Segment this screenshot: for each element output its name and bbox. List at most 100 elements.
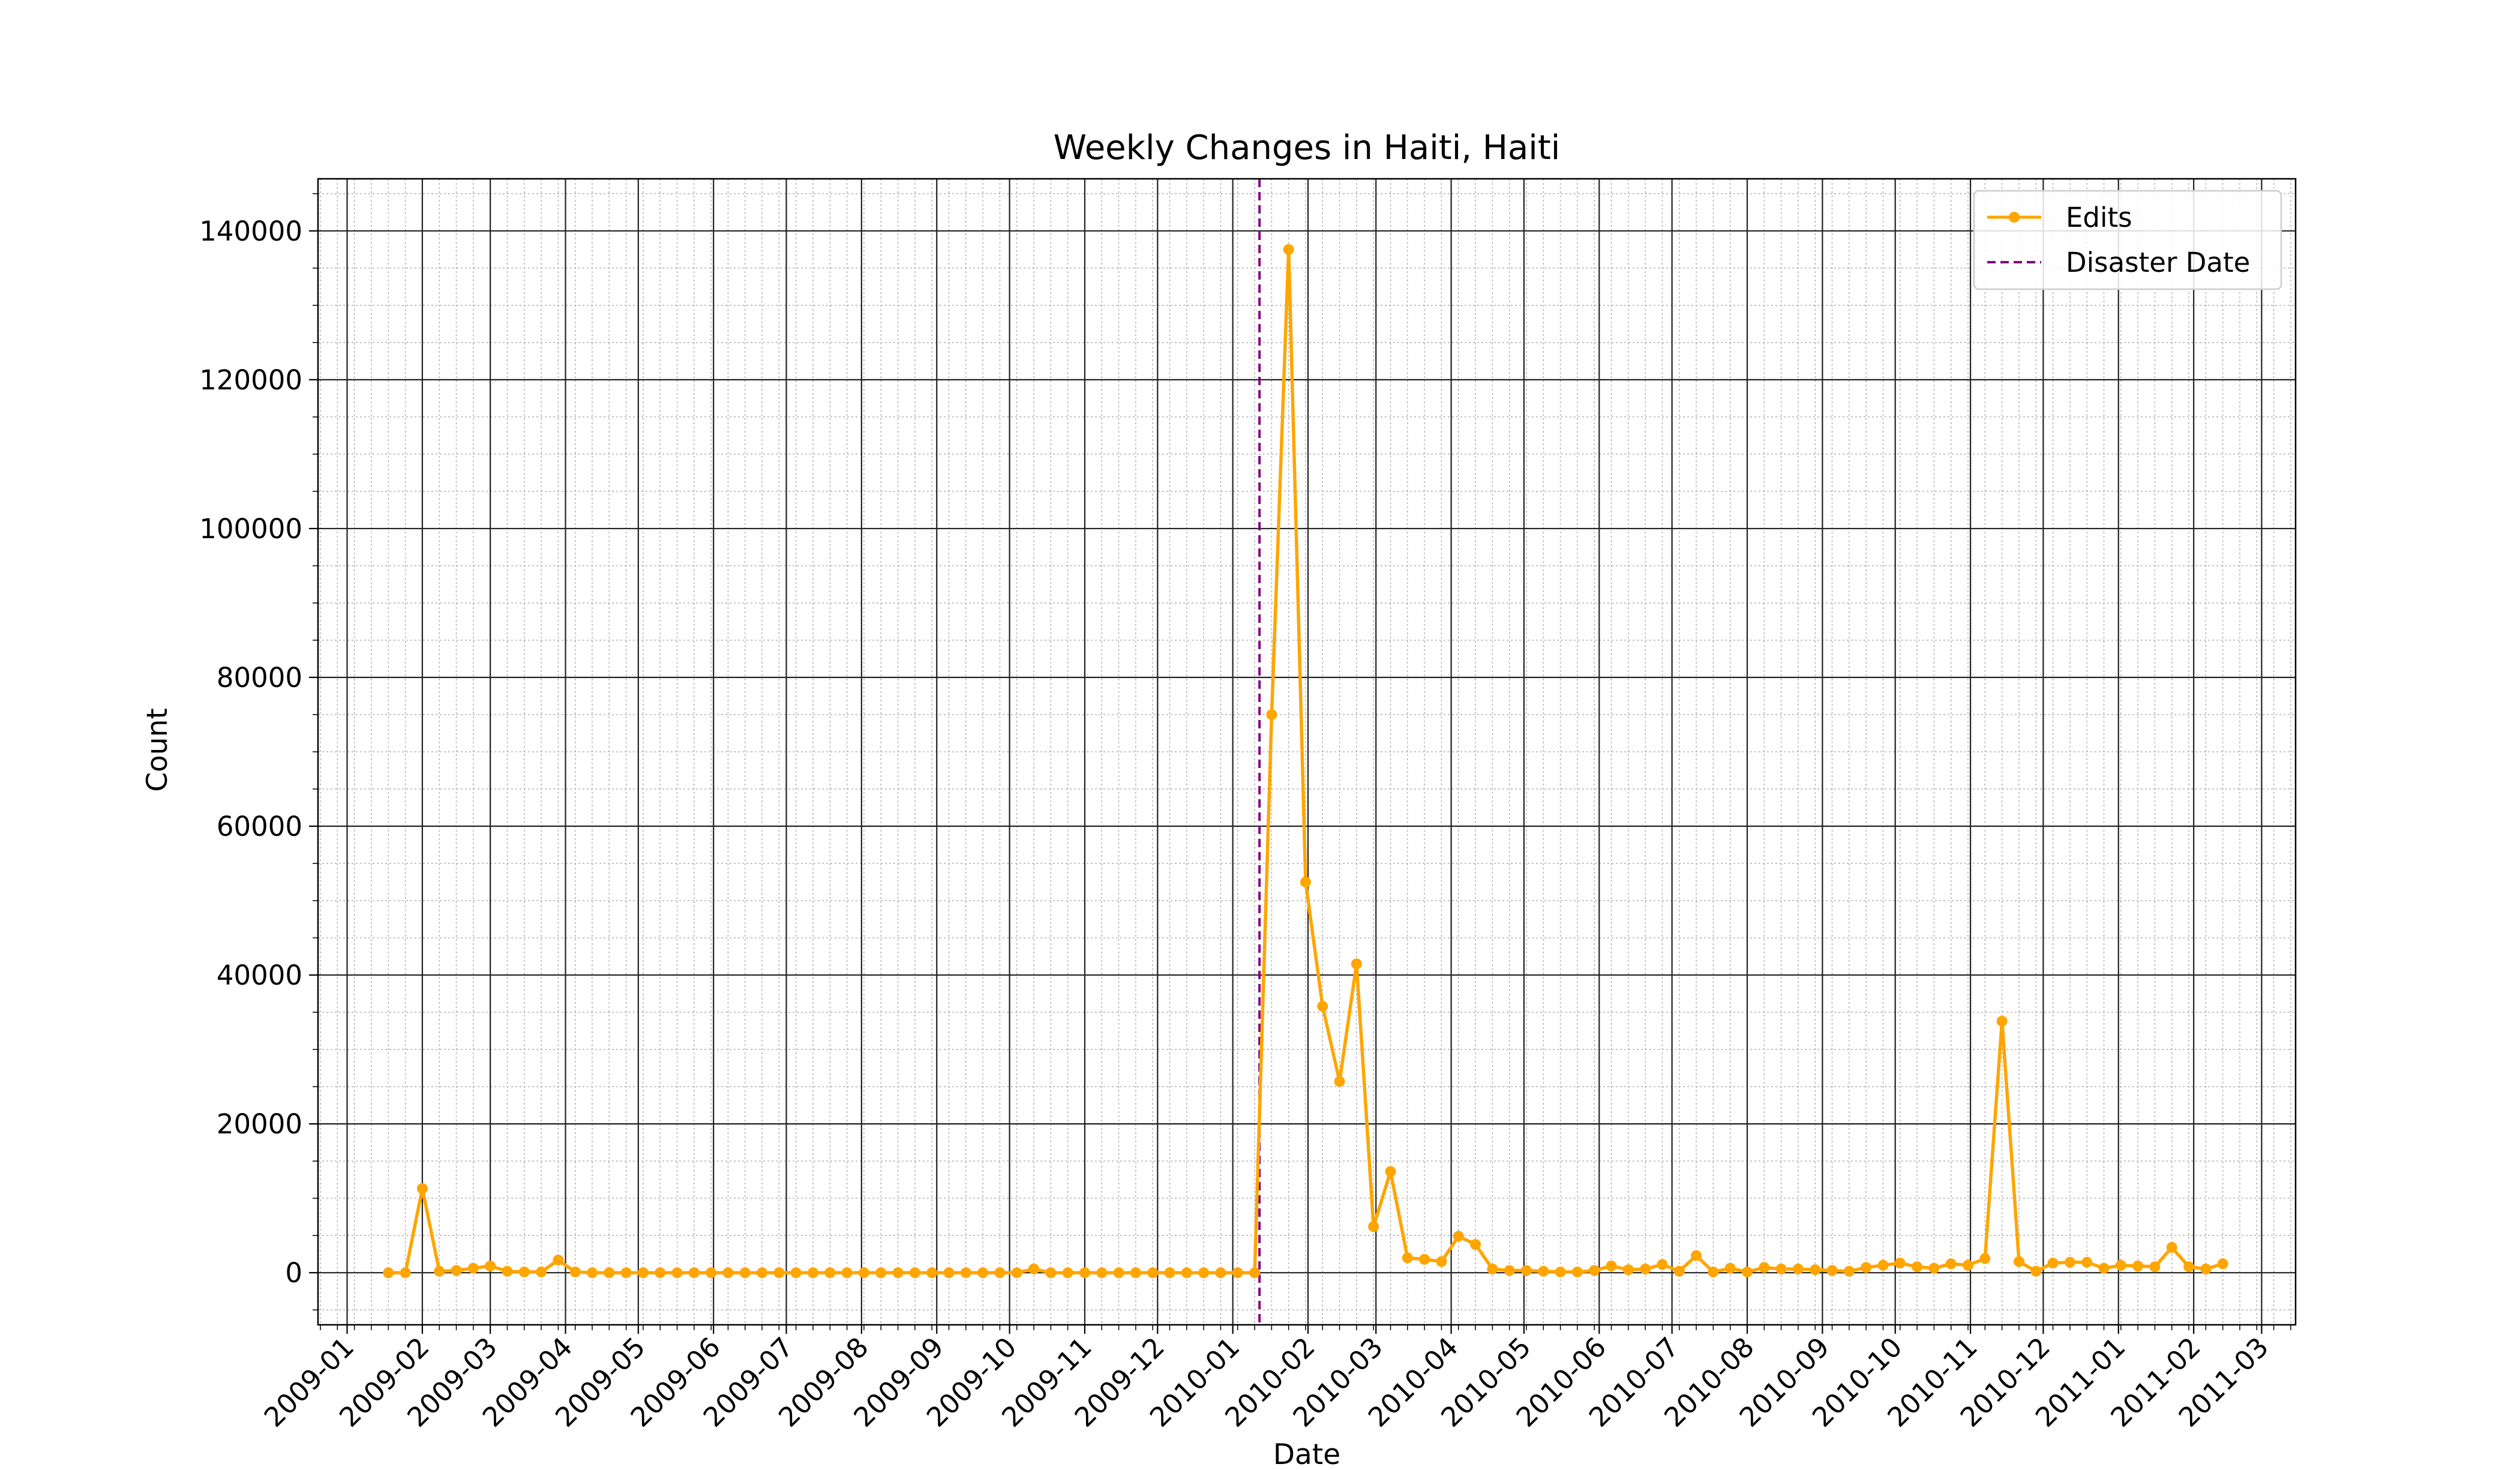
edits-point	[1402, 1252, 1413, 1264]
edits-point	[1079, 1267, 1090, 1279]
edits-point	[926, 1267, 938, 1279]
edits-point	[722, 1267, 734, 1279]
edits-point	[1945, 1258, 1957, 1270]
major-grid	[318, 179, 2296, 1325]
y-tick-label: 20000	[217, 1108, 302, 1140]
edits-point	[451, 1265, 462, 1276]
y-tick-label: 40000	[217, 959, 302, 991]
edits-point	[1877, 1259, 1889, 1271]
edits-point	[1775, 1264, 1787, 1274]
chart-title: Weekly Changes in Haiti, Haiti	[1054, 128, 1561, 167]
edits-point	[2014, 1256, 2024, 1267]
edits-point	[1589, 1265, 1600, 1276]
edits-point	[1436, 1256, 1447, 1267]
minor-grid	[318, 179, 2296, 1325]
edits-point	[1894, 1258, 1906, 1269]
y-tick-label: 80000	[217, 662, 302, 694]
edits-point	[1317, 1001, 1328, 1012]
legend-edits-marker	[2009, 212, 2020, 223]
edits-point	[1113, 1267, 1124, 1279]
edits-point	[2132, 1261, 2144, 1271]
edits-point	[637, 1267, 649, 1279]
edits-point	[841, 1267, 853, 1279]
edits-point	[808, 1267, 818, 1279]
edits-point	[1266, 709, 1277, 720]
edits-point	[383, 1267, 394, 1279]
edits-point	[2149, 1261, 2161, 1273]
edits-point	[688, 1267, 700, 1279]
edits-point	[1912, 1261, 1923, 1273]
edits-point	[1300, 877, 1311, 887]
edits-point	[1232, 1267, 1243, 1279]
edits-point	[1028, 1264, 1039, 1274]
edits-point	[1334, 1076, 1345, 1087]
x-axis-title: Date	[1273, 1438, 1340, 1470]
edits-point	[1164, 1267, 1175, 1279]
edits-point	[2115, 1259, 2126, 1271]
edits-point	[1045, 1267, 1057, 1279]
edits-point	[620, 1267, 632, 1279]
edits-point	[1470, 1239, 1481, 1250]
edits-point	[977, 1267, 989, 1279]
edits-point	[1640, 1264, 1651, 1274]
tick-marks	[309, 193, 2291, 1334]
edits-point	[1062, 1267, 1073, 1279]
edits-point	[960, 1267, 971, 1279]
y-axis-title: Count	[141, 708, 174, 792]
edits-point	[1724, 1262, 1736, 1274]
edits-point	[434, 1265, 445, 1277]
edits-point	[1181, 1267, 1192, 1279]
edits-point	[502, 1265, 513, 1277]
y-tick-label: 60000	[217, 811, 302, 842]
edits-point	[1691, 1250, 1702, 1261]
edits-point	[1487, 1264, 1498, 1274]
edits-point	[943, 1267, 955, 1279]
edits-point	[553, 1255, 564, 1266]
edits-point	[994, 1267, 1006, 1279]
edits-point	[1657, 1259, 1668, 1270]
edits-point	[1419, 1253, 1430, 1265]
edits-point	[587, 1267, 598, 1279]
edits-point	[2098, 1262, 2110, 1274]
edits-point	[2183, 1261, 2195, 1273]
y-tick-labels: 0 20000 40000 60000 80000 100000 120000 140000	[199, 215, 302, 1289]
edits-point	[2200, 1264, 2212, 1274]
edits-point	[655, 1267, 666, 1279]
legend: Edits Disaster Date	[1973, 190, 2282, 290]
edits-point	[467, 1262, 479, 1274]
edits-point	[1130, 1267, 1141, 1279]
edits-point	[569, 1266, 581, 1277]
edits-point	[1708, 1266, 1719, 1277]
edits-point	[2030, 1265, 2042, 1277]
edits-point	[1571, 1266, 1583, 1277]
edits-point	[1622, 1264, 1634, 1276]
edits-point	[1979, 1253, 1991, 1264]
edits-point	[1555, 1266, 1566, 1277]
edits-point	[1011, 1267, 1022, 1279]
edits-point	[824, 1267, 836, 1279]
edits-point	[739, 1267, 751, 1279]
edits-point	[2047, 1258, 2059, 1269]
edits-point	[2217, 1258, 2228, 1270]
edits-point	[1385, 1166, 1396, 1177]
edits-point	[1843, 1265, 1855, 1277]
edits-point	[1453, 1231, 1464, 1242]
edits-point	[1504, 1265, 1515, 1276]
edits-point	[1198, 1267, 1210, 1279]
edits-point	[790, 1267, 802, 1279]
edits-point	[485, 1261, 496, 1271]
edits-point	[2064, 1256, 2075, 1268]
edits-point	[1810, 1264, 1821, 1276]
edits-point	[604, 1267, 615, 1279]
edits-point	[416, 1183, 428, 1194]
edits-point	[1928, 1262, 1940, 1274]
edits-point	[1096, 1267, 1108, 1279]
edits-point	[892, 1267, 904, 1279]
edits-point	[875, 1267, 887, 1279]
edits-point	[2166, 1242, 2177, 1253]
edits-point	[1283, 244, 1294, 255]
edits-point	[773, 1267, 785, 1279]
edits-point	[909, 1267, 920, 1279]
y-tick-label: 100000	[199, 513, 302, 545]
